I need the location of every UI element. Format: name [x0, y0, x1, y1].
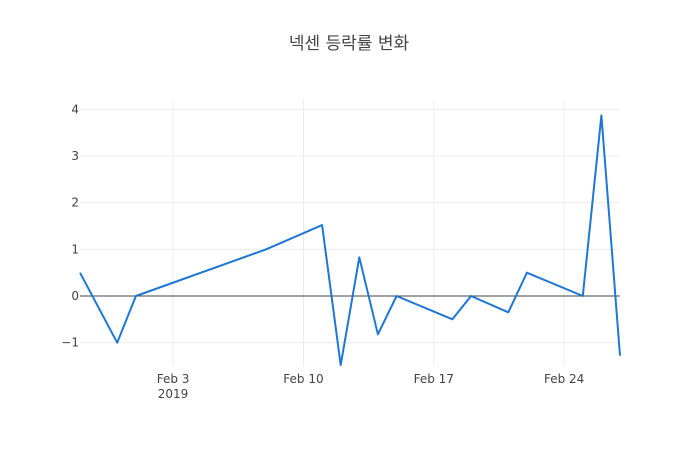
- y-axis-ticks: 4 3 2 1 0 −1: [61, 102, 79, 349]
- y-tick-label: 4: [71, 102, 79, 116]
- x-axis-ticks: Feb 3 Feb 10 Feb 17 Feb 24: [157, 372, 585, 386]
- x-tick-label: Feb 17: [414, 372, 454, 386]
- plot-area: [79, 114, 621, 367]
- x-tick-label: Feb 24: [544, 372, 584, 386]
- y-tick-label: −1: [61, 336, 79, 350]
- x-tick-label: Feb 10: [283, 372, 323, 386]
- y-tick-label: 1: [71, 242, 79, 256]
- x-tick-label: Feb 3: [157, 372, 190, 386]
- y-tick-label: 3: [71, 149, 79, 163]
- y-tick-label: 2: [71, 196, 79, 210]
- chart-title: 넥센 등락률 변화: [289, 34, 410, 54]
- x-year-label: 2019: [158, 387, 189, 401]
- grid-lines: [80, 100, 620, 366]
- y-tick-label: 0: [71, 289, 79, 303]
- series-line: [79, 114, 621, 367]
